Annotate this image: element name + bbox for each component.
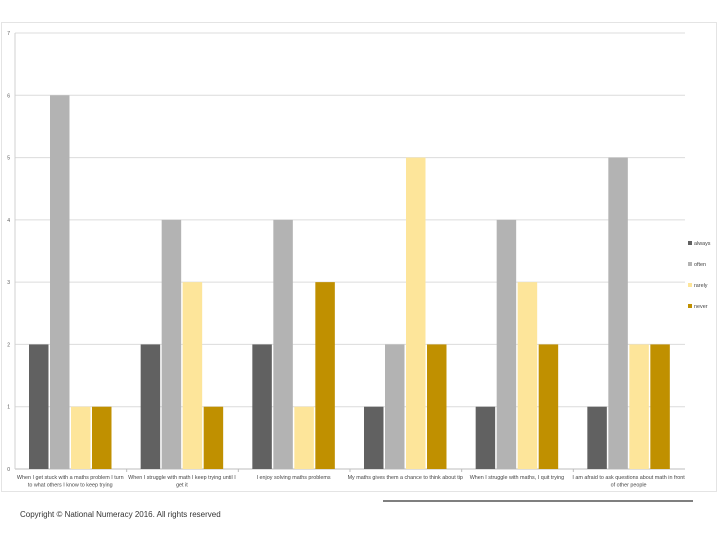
bar (629, 344, 649, 469)
bar (50, 95, 70, 470)
bar (140, 344, 161, 469)
y-tick-label: 1 (7, 405, 10, 411)
legend-swatch (688, 283, 692, 287)
x-tick-label: of other people (611, 483, 647, 489)
bar (517, 282, 538, 469)
legend-swatch (688, 304, 692, 308)
bar (538, 344, 559, 469)
bar (650, 344, 670, 469)
x-tick-label: I am afraid to ask questions about math … (572, 475, 685, 481)
bar (364, 406, 384, 469)
x-tick-label: to what others I know to keep trying (28, 483, 113, 489)
y-tick-label: 2 (7, 342, 10, 348)
bar (385, 344, 405, 469)
y-tick-label: 5 (7, 156, 10, 162)
legend-label: always (694, 241, 711, 247)
x-tick-label: When I get stuck with a maths problem I … (17, 475, 124, 481)
x-tick-label: My maths gives them a chance to think ab… (348, 475, 463, 481)
x-tick-label: When I struggle with maths, I quit tryin… (470, 475, 564, 481)
y-tick-label: 4 (7, 218, 10, 224)
bar (71, 406, 91, 469)
chart-frame: 0 1 2 3 4 5 6 7 When I get stuck with a maths pr… (1, 22, 717, 492)
legend-label: rarely (694, 283, 708, 289)
bar (203, 406, 224, 469)
bar (252, 344, 272, 469)
bar (315, 282, 335, 469)
copyright-text: Copyright © National Numeracy 2016. All … (20, 510, 221, 519)
legend-label: often (694, 262, 706, 268)
legend-swatch (688, 241, 692, 245)
bar-chart: 0 1 2 3 4 5 6 7 When I get stuck with a maths pr… (7, 31, 711, 489)
bar (406, 157, 426, 470)
bar (608, 157, 628, 470)
y-tick-label: 0 (7, 467, 10, 473)
legend-label: never (694, 304, 708, 310)
bar (294, 406, 314, 469)
y-tick-label: 3 (7, 280, 10, 286)
bar (161, 219, 182, 469)
footer-rule (383, 500, 693, 502)
bar (273, 219, 293, 469)
x-tick-label: I enjoy solving maths problems (257, 475, 331, 481)
bar (496, 219, 517, 469)
bar (92, 406, 112, 469)
bar (29, 344, 49, 469)
legend-swatch (688, 262, 692, 266)
bar (587, 406, 607, 469)
x-tick-label: get it (176, 483, 188, 489)
y-tick-label: 7 (7, 31, 10, 37)
y-tick-label: 6 (7, 93, 10, 99)
bar (182, 282, 203, 469)
bar (427, 344, 447, 469)
bar (475, 406, 496, 469)
x-tick-label: When I struggle with math I keep trying … (128, 475, 236, 481)
